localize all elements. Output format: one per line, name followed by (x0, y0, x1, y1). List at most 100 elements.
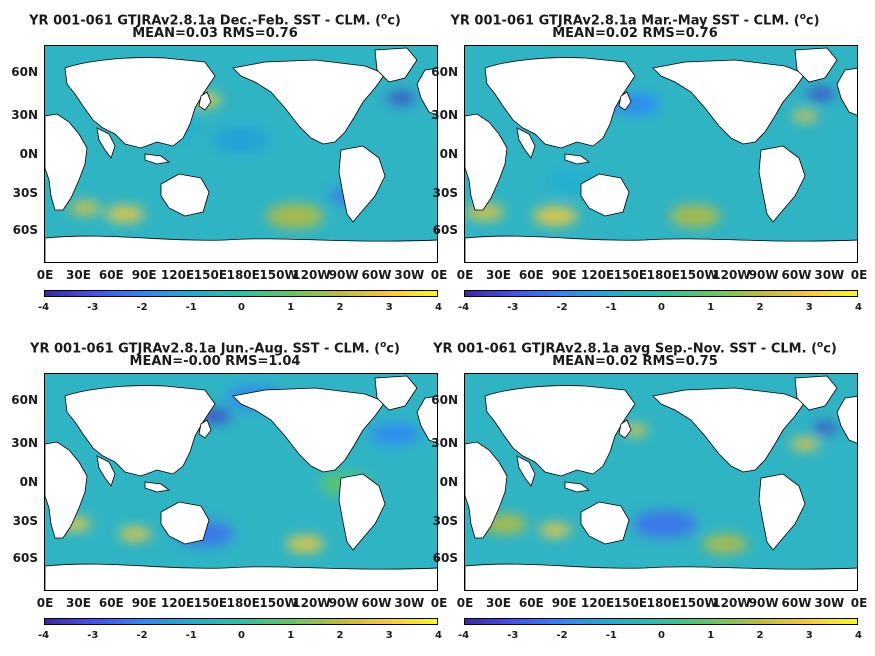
lat-tick-label: 60S (12, 223, 38, 237)
land-eurasia (484, 385, 636, 477)
land-europe (836, 67, 857, 116)
sst-panel-djf: YR 001-061 GTJRAv2.8.1a Dec.-Feb. SST - … (0, 0, 447, 325)
colorbar-tick-label: 0 (238, 630, 245, 641)
colorbar-tick-label: 3 (805, 302, 813, 313)
colorbar-tick-label: -4 (458, 630, 470, 641)
colorbar-tick-label: -3 (507, 630, 519, 641)
lon-tick-label: 60E (98, 596, 124, 610)
lat-tick-label: 0N (439, 147, 458, 161)
sst-panel-jja: YR 001-061 GTJRAv2.8.1a Jun.-Aug. SST - … (0, 328, 447, 653)
sst-anomaly-blob (702, 534, 748, 554)
lon-tick-label: 30E (66, 596, 91, 610)
panel-title-text: YR 001-061 GTJRAv2.8.1a avg Sep.-Nov. SS… (433, 341, 818, 357)
lon-tick-label: 60W (361, 596, 392, 610)
land-north-america (652, 387, 806, 473)
panel-title-unit: c) (387, 13, 401, 29)
sst-anomaly-blob (105, 205, 145, 223)
lon-tick-label: 120E (160, 596, 195, 610)
lon-tick-label: 180E (226, 268, 260, 282)
lon-tick-label: 60E (518, 268, 544, 282)
panel-title-degree: o (799, 12, 806, 22)
lon-tick-label: 120E (160, 268, 195, 282)
colorbar-tick-label: 2 (336, 302, 344, 313)
land-india (96, 455, 116, 487)
panel-title: YR 001-061 GTJRAv2.8.1a Mar.-May SST - C… (420, 10, 850, 28)
colorbar-tick-label: 0 (658, 630, 665, 641)
lon-tick-label: 90E (131, 596, 157, 610)
colorbar-tick-label: 0 (658, 302, 665, 313)
sst-anomaly-blob (792, 110, 818, 122)
colorbar-tick-label: -1 (605, 302, 617, 313)
panel-title-text: YR 001-061 GTJRAv2.8.1a Mar.-May SST - C… (450, 13, 800, 29)
lon-tick-label: 60W (361, 268, 392, 282)
land-eurasia (484, 57, 636, 149)
lon-tick-label: 150W (679, 268, 718, 282)
land-india (516, 127, 536, 159)
colorbar-tick-label: 0 (238, 302, 245, 313)
land-south-america (758, 145, 806, 223)
lon-tick-label: 90W (748, 596, 779, 610)
colorbar (44, 290, 438, 297)
land-greenland (374, 375, 418, 411)
land-south-america (758, 473, 806, 551)
lon-tick-label: 150E (193, 268, 228, 282)
lon-tick-label: 0E (456, 596, 474, 610)
land-japan (618, 419, 632, 439)
panel-stats: MEAN=0.02 RMS=0.76 (420, 26, 850, 41)
colorbar-tick-label: 3 (385, 630, 393, 641)
lon-tick-label: 120W (292, 596, 331, 610)
colorbar-tick-label: -4 (38, 630, 50, 641)
land-australia (580, 501, 630, 545)
lon-tick-label: 180E (646, 596, 680, 610)
sst-anomaly-blob (633, 510, 697, 538)
sst-panel-mam: YR 001-061 GTJRAv2.8.1a Mar.-May SST - C… (420, 0, 867, 325)
colorbar-tick-label: 4 (855, 630, 862, 641)
colorbar-tick-label: -3 (87, 630, 99, 641)
land-europe (836, 395, 857, 444)
land-indonesia (564, 481, 590, 493)
lon-tick-label: 90W (748, 268, 779, 282)
lon-tick-label: 30W (814, 268, 845, 282)
land-greenland (794, 47, 838, 83)
land-greenland (794, 375, 838, 411)
lon-tick-label: 120E (580, 268, 615, 282)
colorbar-tick-label: 1 (287, 302, 295, 313)
lat-tick-label: 30N (11, 436, 38, 450)
lat-tick-label: 30S (432, 514, 458, 528)
lon-tick-label: 0E (430, 596, 448, 610)
lat-tick-label: 30S (432, 186, 458, 200)
sst-anomaly-map (44, 45, 438, 263)
colorbar-tick-label: 3 (385, 302, 393, 313)
panel-title-degree: o (380, 340, 387, 350)
land-japan (618, 91, 632, 111)
land-india (96, 127, 116, 159)
land-antarctica (465, 235, 857, 262)
lat-tick-label: 60S (12, 551, 38, 565)
sst-anomaly-blob (532, 206, 578, 226)
lon-tick-label: 90W (328, 596, 359, 610)
panel-title: YR 001-061 GTJRAv2.8.1a Jun.-Aug. SST - … (0, 338, 430, 356)
sst-anomaly-blob (212, 127, 270, 153)
colorbar-tick-label: -1 (605, 630, 617, 641)
lat-tick-label: 60S (432, 223, 458, 237)
land-australia (160, 173, 210, 217)
lon-tick-label: 120W (292, 268, 331, 282)
lon-tick-label: 120W (712, 596, 751, 610)
sst-anomaly-blob (812, 422, 838, 434)
colorbar-tick-label: -1 (185, 630, 197, 641)
colorbar-tick-label: 2 (756, 302, 764, 313)
sst-anomaly-blob (669, 204, 721, 228)
lon-tick-label: 150E (193, 596, 228, 610)
colorbar-tick-label: -4 (458, 302, 470, 313)
colorbar-tick-label: 4 (435, 630, 442, 641)
lat-tick-label: 60N (431, 393, 458, 407)
land-eurasia (64, 57, 216, 149)
colorbar-tick-label: -3 (87, 302, 99, 313)
colorbar-tick-label: 1 (287, 630, 295, 641)
lat-tick-label: 30S (12, 186, 38, 200)
land-australia (160, 501, 210, 545)
panel-stats-text: MEAN=0.02 RMS=0.76 (552, 26, 718, 41)
sst-anomaly-blob (806, 87, 836, 101)
panel-stats: MEAN=-0.00 RMS=1.04 (0, 354, 430, 369)
sst-anomaly-blob (790, 437, 820, 451)
